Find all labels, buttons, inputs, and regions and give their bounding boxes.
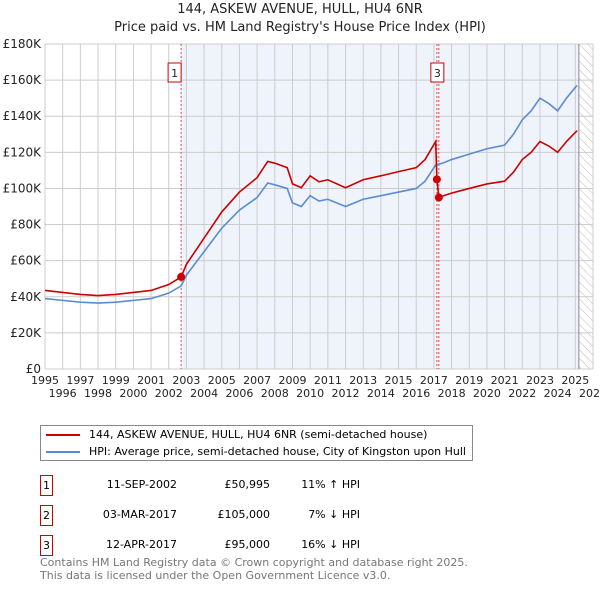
x-tick-label: 2014 [367, 387, 395, 400]
hatched-future-region [578, 44, 593, 369]
chart-subtitle: Price paid vs. HM Land Registry's House … [114, 20, 486, 35]
sale-label: 3 [434, 67, 441, 80]
x-tick-label: 2001 [137, 374, 165, 387]
shaded-region [181, 44, 579, 369]
x-tick-label: 2015 [385, 374, 413, 387]
sale-date: 11-SEP-2002 [106, 478, 177, 491]
x-tick-label: 2009 [278, 374, 306, 387]
sale-price: £50,995 [224, 478, 271, 491]
chart-title: 144, ASKEW AVENUE, HULL, HU4 6NR [177, 2, 423, 17]
legend-swatch-blue [46, 450, 80, 453]
x-tick-label: 2023 [526, 374, 554, 387]
y-tick-label: £120K [3, 145, 43, 159]
x-tick-label: 2013 [349, 374, 377, 387]
x-tick-label: 2003 [172, 374, 200, 387]
legend: 144, ASKEW AVENUE, HULL, HU4 6NR (semi-d… [40, 425, 473, 461]
sale-label-box [167, 62, 182, 83]
sale-hpi-diff: 7% ↓ HPI [308, 508, 360, 521]
sale-point [432, 175, 441, 184]
x-tick-label: 2002 [155, 387, 183, 400]
y-tick-label: £20K [10, 326, 42, 340]
sale-badge: 2 [40, 505, 53, 526]
footer: Contains HM Land Registry data © Crown c… [40, 556, 468, 582]
y-tick-label: £180K [3, 37, 43, 51]
x-tick-label: 2022 [508, 387, 536, 400]
x-tick-label: 2000 [119, 387, 147, 400]
y-tick-label: £0 [26, 362, 41, 376]
x-tick-label: 2020 [473, 387, 501, 400]
sale-date: 12-APR-2017 [105, 538, 177, 551]
sale-point [177, 272, 186, 281]
y-tick-label: £60K [10, 254, 42, 268]
sale-badge: 1 [40, 475, 53, 496]
x-tick-label: 2005 [208, 374, 236, 387]
x-tick-label: 2025 [561, 374, 589, 387]
x-tick-label: 2012 [332, 387, 360, 400]
sale-label: 1 [171, 67, 178, 80]
legend-label: HPI: Average price, semi-detached house,… [89, 445, 466, 458]
x-tick-label: 2016 [402, 387, 430, 400]
x-tick-label: 1996 [49, 387, 77, 400]
sale-price: £95,000 [224, 538, 271, 551]
y-tick-label: £160K [3, 73, 43, 87]
sale-point [434, 193, 443, 202]
x-tick-label: 2024 [544, 387, 572, 400]
x-tick-label: 2004 [190, 387, 218, 400]
sale-row: 3 12-APR-2017 £95,000 16% ↓ HPI [40, 535, 370, 556]
footer-line: This data is licensed under the Open Gov… [40, 569, 391, 582]
legend-swatch-red [46, 433, 80, 436]
sale-row: 1 11-SEP-2002 £50,995 11% ↑ HPI [40, 475, 370, 496]
x-tick-label: 2010 [296, 387, 324, 400]
x-tick-label: 1995 [31, 374, 59, 387]
x-tick-label: 1998 [84, 387, 112, 400]
x-tick-label: 2017 [420, 374, 448, 387]
hpi-line [44, 84, 578, 304]
footer-line: Contains HM Land Registry data © Crown c… [40, 556, 468, 569]
y-tick-label: £140K [3, 109, 43, 123]
x-tick-label: 2019 [455, 374, 483, 387]
x-tick-label: 2011 [314, 374, 342, 387]
y-tick-label: £80K [10, 218, 42, 232]
sale-hpi-diff: 11% ↑ HPI [301, 478, 360, 491]
sale-price: £105,000 [217, 508, 271, 521]
property-price-line [44, 130, 578, 297]
x-tick-label: 1999 [102, 374, 130, 387]
y-tick-label: £40K [10, 290, 42, 304]
sale-row: 2 03-MAR-2017 £105,000 7% ↓ HPI [40, 505, 370, 526]
sale-label-box [430, 62, 445, 83]
legend-item-property: 144, ASKEW AVENUE, HULL, HU4 6NR (semi-d… [41, 426, 466, 443]
x-tick-label: 2018 [438, 387, 466, 400]
x-tick-label: 2021 [491, 374, 519, 387]
x-tick-label: 2007 [243, 374, 271, 387]
sale-date: 03-MAR-2017 [102, 508, 177, 521]
x-tick-label: 2006 [225, 387, 253, 400]
x-tick-label: 1997 [66, 374, 94, 387]
sale-badge: 3 [40, 535, 53, 556]
sale-hpi-diff: 16% ↓ HPI [301, 538, 360, 551]
price-chart: 1995199619971998199920002001200220032004… [3, 37, 600, 400]
legend-label: 144, ASKEW AVENUE, HULL, HU4 6NR (semi-d… [89, 428, 428, 441]
y-tick-label: £100K [3, 181, 43, 195]
x-tick-label: 2008 [261, 387, 289, 400]
legend-item-hpi: HPI: Average price, semi-detached house,… [41, 443, 466, 460]
x-tick-label: 2026 [579, 387, 600, 400]
